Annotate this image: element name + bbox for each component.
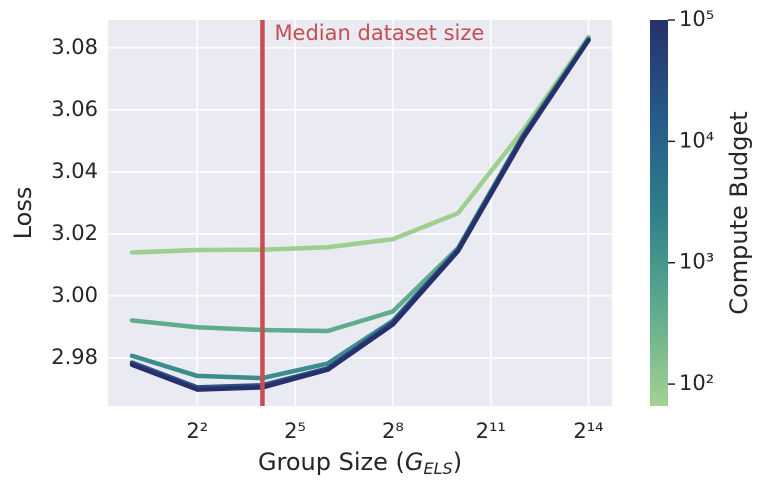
x-tick-label: 2⁵ bbox=[284, 419, 306, 443]
colorbar-tick-label: 10³ bbox=[679, 250, 714, 274]
y-tick-label: 3.02 bbox=[51, 221, 98, 245]
x-label-text: Group Size ( bbox=[258, 448, 405, 476]
y-tick-label: 3.04 bbox=[51, 159, 98, 183]
x-tick-label: 2⁸ bbox=[382, 419, 404, 443]
x-axis-label: Group Size (GELS) bbox=[258, 448, 462, 478]
y-tick-label: 2.98 bbox=[51, 345, 98, 369]
y-axis-label: Loss bbox=[9, 187, 37, 240]
x-tick-label: 2¹⁴ bbox=[573, 419, 603, 443]
colorbar-tick-label: 10⁴ bbox=[679, 128, 714, 152]
y-tick-label: 3.00 bbox=[51, 283, 98, 307]
colorbar-label: Compute Budget bbox=[725, 111, 753, 314]
series-line bbox=[129, 37, 591, 392]
y-tick-label: 3.06 bbox=[51, 97, 98, 121]
x-label-sub: ELS bbox=[424, 459, 453, 478]
annotation: Median dataset size bbox=[274, 21, 484, 45]
colorbar-tick-label: 10² bbox=[679, 371, 714, 395]
series-line bbox=[129, 34, 591, 255]
colorbar bbox=[650, 20, 668, 406]
colorbar-tick-label: 10⁵ bbox=[679, 7, 714, 31]
x-label-var: G bbox=[405, 448, 424, 476]
x-tick-label: 2¹¹ bbox=[476, 419, 506, 443]
x-tick-label: 2² bbox=[186, 419, 208, 443]
x-label-end: ) bbox=[453, 448, 462, 476]
y-tick-label: 3.08 bbox=[51, 35, 98, 59]
